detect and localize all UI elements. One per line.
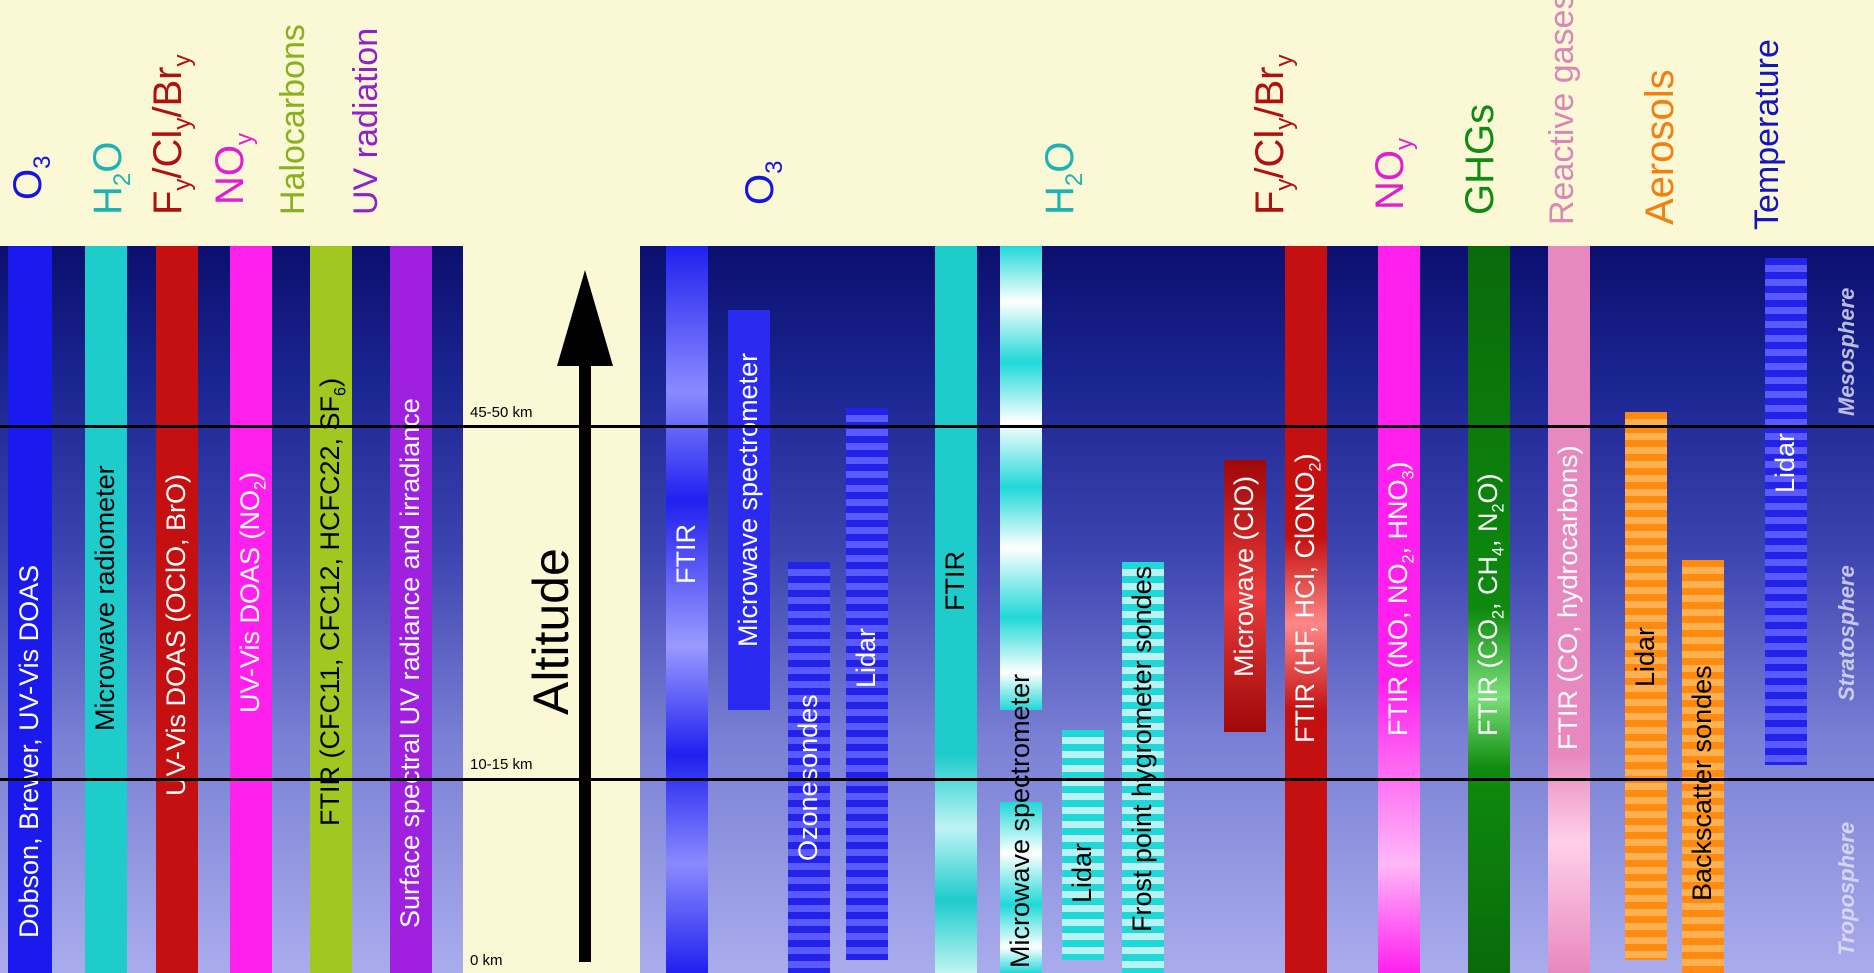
altitude-label-45-50km: 45-50 km (470, 404, 533, 421)
line-10-15km (0, 778, 1874, 781)
bar-label: FTIR (CFC11, CFC12, HCFC22, SF6) (315, 378, 350, 827)
region-troposphere: Troposphere (1834, 821, 1859, 956)
bar-label: Microwave (ClO) (1229, 475, 1259, 677)
arrow-shaft (579, 360, 591, 962)
bar-ftir-co2-ch4-n2o: FTIR (CO2, CH4, N2O) (1468, 246, 1510, 973)
bar-ozonesondes: Ozonesondes (788, 562, 830, 973)
bar-microwave-radiometer: Microwave radiometer (85, 246, 127, 973)
region-mesosphere: Mesosphere (1834, 287, 1859, 416)
bar-h2o-microwave-top (1000, 246, 1042, 710)
bar-o3-lidar: Lidar (846, 408, 888, 960)
bar-h2o-lidar: Lidar (1062, 730, 1104, 960)
bar-aerosol-lidar: Lidar (1625, 412, 1667, 960)
bar-microwave-clo: Microwave (ClO) (1224, 460, 1266, 732)
bar-label: FTIR (CO, hydrocarbons) (1553, 445, 1583, 750)
bar-frost-point-sondes: Frost point hygrometer sondes (1122, 562, 1164, 973)
bar-uvvis-oclo-bro: UV-Vis DOAS (OClO, BrO) (156, 246, 198, 973)
bar-dobson-brewer: Dobson, Brewer, UV-Vis DOAS (8, 246, 52, 973)
bar-h2o-ftir: FTIR (935, 246, 977, 973)
bar-h2o-microwave-bottom: Microwave spectrometer (1000, 674, 1042, 973)
left-instrument-panel: Dobson, Brewer, UV-Vis DOAS Microwave ra… (0, 246, 463, 973)
bar-label: FTIR (HF, HCl, ClONO2) (1290, 453, 1325, 744)
arrow-head (557, 270, 613, 366)
bar-label: Lidar (1067, 842, 1097, 903)
bar-ftir-co-hydrocarbons: FTIR (CO, hydrocarbons) (1548, 246, 1590, 973)
bar-o3-ftir: FTIR (666, 246, 708, 973)
bar-label: Lidar (1770, 432, 1800, 493)
bar-label: Dobson, Brewer, UV-Vis DOAS (14, 564, 44, 938)
line-45-50km (0, 425, 1874, 428)
bar-label: Frost point hygrometer sondes (1127, 565, 1157, 932)
bar-label: FTIR (671, 524, 701, 584)
bar-label: Lidar (851, 627, 881, 688)
altitude-label-0km: 0 km (470, 952, 503, 969)
bar-label: Microwave spectrometer (1005, 673, 1035, 968)
bar-ftir-halocarbons: FTIR (CFC11, CFC12, HCFC22, SF6) (310, 246, 352, 973)
bar-label: UV-Vis DOAS (NO2) (235, 472, 270, 714)
bar-temperature-lidar: Lidar (1765, 258, 1807, 765)
altitude-axis-label: Altitude (523, 548, 579, 715)
bar-surface-uv: Surface spectral UV radiance and irradia… (390, 246, 432, 973)
altitude-label-10-15km: 10-15 km (470, 756, 533, 773)
bar-uvvis-no2: UV-Vis DOAS (NO2) (230, 246, 272, 973)
bar-label: Microwave spectrometer (733, 352, 763, 647)
bar-label: FTIR (NO, NO2, HNO3) (1383, 461, 1418, 737)
bar-label: Lidar (1630, 626, 1660, 687)
altitude-arrow (557, 270, 613, 962)
bar-o3-microwave-spectrometer: Microwave spectrometer (728, 310, 770, 710)
bar-label: Microwave radiometer (90, 465, 120, 731)
right-instrument-panel: FTIR Microwave spectrometer Ozonesondes … (640, 246, 1874, 973)
bar-label: FTIR (940, 551, 970, 611)
bar-label: Backscatter sondes (1687, 665, 1717, 901)
region-stratosphere: Stratosphere (1834, 565, 1859, 701)
bar-ftir-no-no2-hno3: FTIR (NO, NO2, HNO3) (1378, 246, 1420, 973)
bar-label: Surface spectral UV radiance and irradia… (395, 398, 425, 928)
header-temperature: Temperature (1748, 39, 1786, 230)
bar-backscatter-sondes: Backscatter sondes (1682, 560, 1724, 973)
bar-label: FTIR (CO2, CH4, N2O) (1473, 473, 1508, 737)
bar-ftir-hf-hcl-clono2: FTIR (HF, HCl, ClONO2) (1285, 246, 1327, 973)
bar-label: UV-Vis DOAS (OClO, BrO) (161, 473, 191, 796)
